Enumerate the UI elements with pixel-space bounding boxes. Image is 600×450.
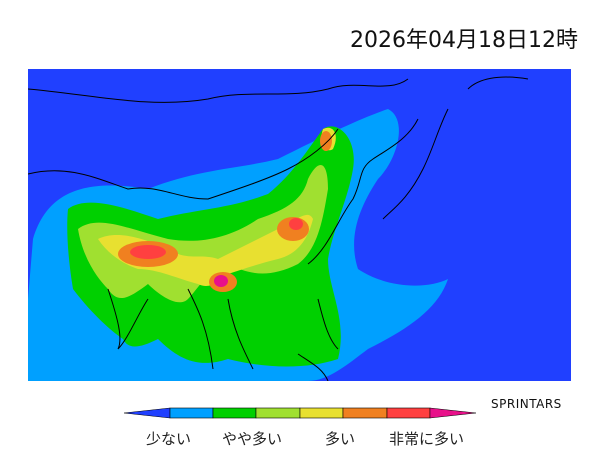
high-region [98,214,313,286]
legend-swatch-4 [299,407,344,419]
legend-label-low: 少ない [146,430,192,448]
aerosol-map [28,69,571,381]
legend-swatch-0 [124,407,171,419]
sprintars-credit: SPRINTARS [491,397,562,411]
legend-swatch-5 [342,407,388,419]
country-borders [28,76,529,381]
legend-label-somewhat-high: やや多い [222,430,283,448]
legend-swatch-7 [429,407,476,419]
legend-swatch-2 [212,407,257,419]
legend-swatch-3 [255,407,301,419]
legend-swatch-1 [169,407,214,419]
legend-swatch-6 [386,407,431,419]
legend-colorbar [124,407,476,419]
forecast-datetime-title: 2026年04月18日12時 [350,28,578,53]
legend-label-very-high: 非常に多い [389,430,465,448]
legend-label-high: 多い [325,430,356,448]
